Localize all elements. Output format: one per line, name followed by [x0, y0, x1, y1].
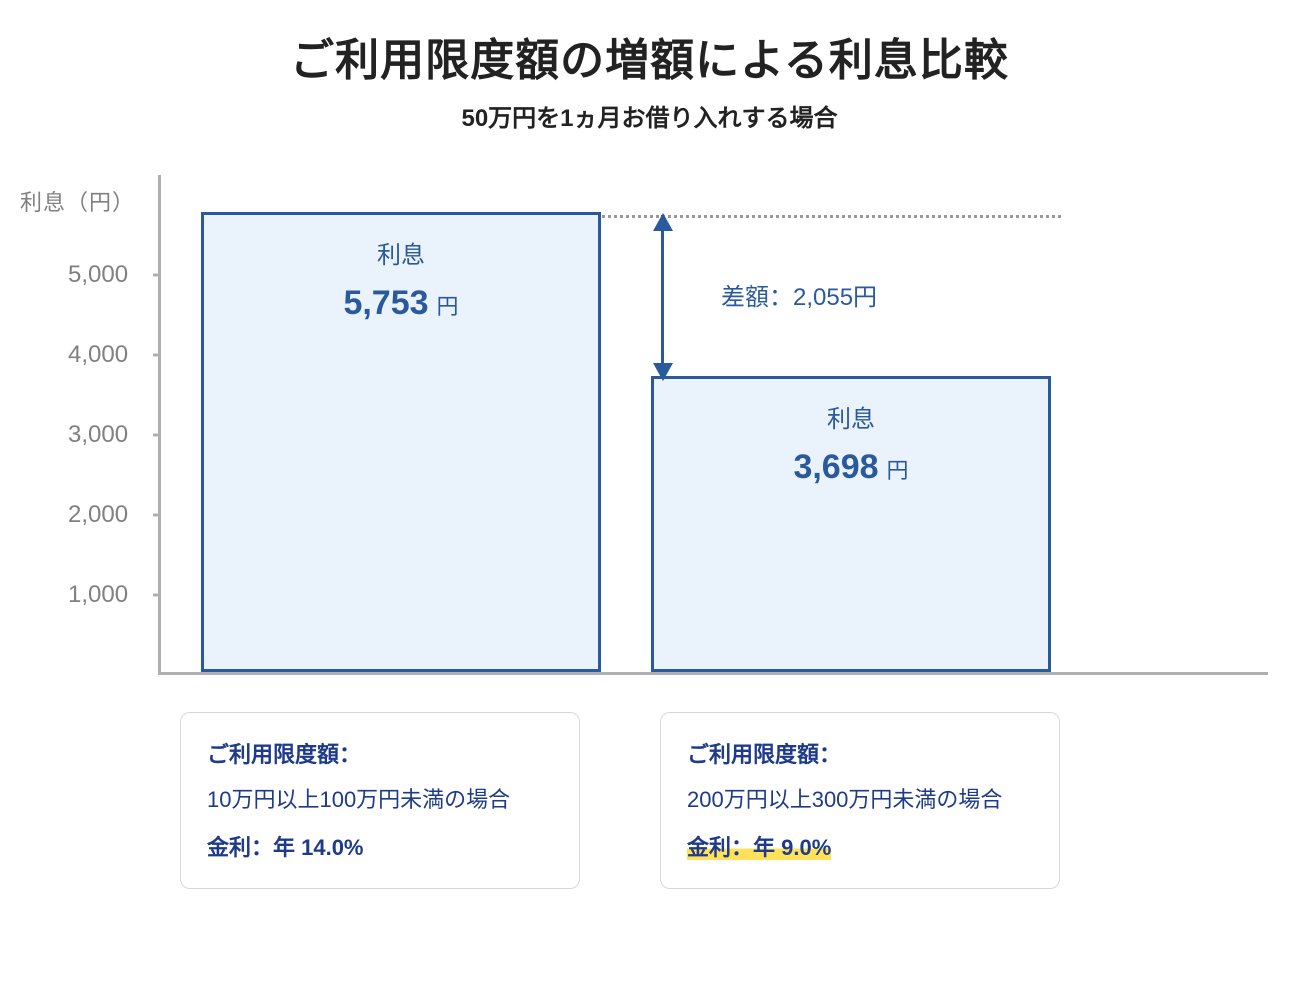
y-tick-label: 5,000: [68, 261, 158, 289]
y-tick-label: 4,000: [68, 341, 158, 369]
difference-arrow-icon: [661, 215, 664, 379]
info-card-1: ご利用限度額： 200万円以上300万円未満の場合金利：年 9.0%: [660, 712, 1060, 889]
bar-unit: 円: [437, 294, 459, 319]
card-limit-label: ご利用限度額：: [207, 737, 553, 769]
bar-content: 利息 5,753円: [204, 235, 598, 323]
title-block: ご利用限度額の増額による利息比較 50万円を1ヵ月お借り入れする場合: [0, 0, 1299, 133]
plot-area: 利息5,753円利息3,698円差額：2,055円: [158, 175, 1268, 675]
card-limit-range: 200万円以上300万円未満の場合: [687, 781, 1033, 820]
info-card-0: ご利用限度額： 10万円以上100万円未満の場合金利：年 14.0%: [180, 712, 580, 889]
bar-value: 5,753円: [204, 284, 598, 323]
card-rate: 金利：年 14.0%: [207, 835, 364, 860]
difference-label: 差額：2,055円: [721, 277, 877, 312]
y-tick-label: 1,000: [68, 581, 158, 609]
bar-0: 利息 5,753円: [201, 212, 601, 672]
chart: 利息（円） 利息5,753円利息3,698円差額：2,055円 1,0002,0…: [20, 175, 1280, 685]
bar-label: 利息: [204, 235, 598, 270]
bar-value: 3,698円: [654, 448, 1048, 487]
y-axis-label: 利息（円）: [20, 185, 135, 217]
subtitle: 50万円を1ヵ月お借り入れする場合: [0, 98, 1299, 133]
card-limit-range: 10万円以上100万円未満の場合: [207, 781, 553, 820]
card-rate: 金利：年 9.0%: [687, 835, 831, 860]
main-title: ご利用限度額の増額による利息比較: [0, 24, 1299, 88]
bar-unit: 円: [887, 458, 909, 483]
y-tick-label: 2,000: [68, 501, 158, 529]
bar-content: 利息 3,698円: [654, 399, 1048, 487]
bar-1: 利息 3,698円: [651, 376, 1051, 672]
info-cards: ご利用限度額：10万円以上100万円未満の場合金利：年 14.0%ご利用限度額：…: [180, 712, 1060, 889]
card-limit-label: ご利用限度額：: [687, 737, 1033, 769]
bar-label: 利息: [654, 399, 1048, 434]
y-tick-label: 3,000: [68, 421, 158, 449]
